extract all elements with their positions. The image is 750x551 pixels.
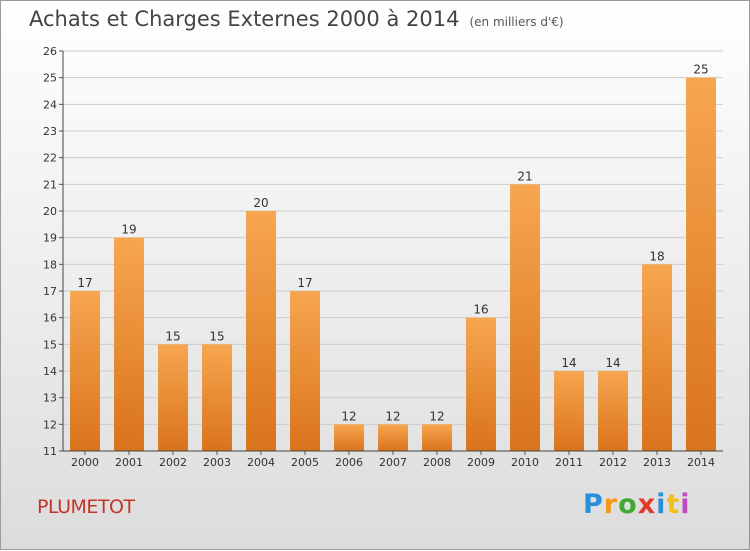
data-label-2013: 18 <box>649 249 664 263</box>
data-label-2011: 14 <box>561 356 576 370</box>
y-tick-label: 18 <box>43 258 57 271</box>
y-tick-label: 11 <box>43 445 57 458</box>
y-tick-label: 17 <box>43 285 57 298</box>
x-tick-label-2009: 2009 <box>467 456 495 469</box>
data-label-2004: 20 <box>253 196 268 210</box>
data-label-2014: 25 <box>693 63 708 77</box>
data-label-2006: 12 <box>341 409 356 423</box>
x-tick-label-2007: 2007 <box>379 456 407 469</box>
chart-title: Achats et Charges Externes 2000 à 2014 (e… <box>29 7 564 31</box>
y-tick-label: 16 <box>43 312 57 325</box>
data-label-2007: 12 <box>385 409 400 423</box>
y-tick-label: 23 <box>43 125 57 138</box>
logo-letter: o <box>618 489 638 520</box>
y-tick-label: 26 <box>43 45 57 58</box>
y-tick-label: 12 <box>43 418 57 431</box>
y-tick-label: 24 <box>43 98 57 111</box>
logo-letter: i <box>656 489 667 520</box>
x-tick-label-2012: 2012 <box>599 456 627 469</box>
bar-2003 <box>202 344 232 451</box>
place-name: PLUMETOT <box>37 496 135 518</box>
y-tick-label: 19 <box>43 232 57 245</box>
bar-2006 <box>334 424 364 451</box>
bar-2011 <box>554 371 584 451</box>
y-tick-label: 25 <box>43 72 57 85</box>
bars: 17 19 15 15 20 17 12 12 12 16 21 14 14 18 25 <box>70 63 716 452</box>
x-tick-label-2003: 2003 <box>203 456 231 469</box>
logo-letter: r <box>603 489 619 520</box>
bar-2002 <box>158 344 188 451</box>
data-label-2009: 16 <box>473 303 488 317</box>
bar-2009 <box>466 317 496 451</box>
proxiti-logo: Proxiti <box>583 489 691 520</box>
data-label-2005: 17 <box>297 276 312 290</box>
data-label-2003: 15 <box>209 329 224 343</box>
bar-2001 <box>114 237 144 451</box>
x-tick-label-2000: 2000 <box>71 456 99 469</box>
data-label-2012: 14 <box>605 356 620 370</box>
x-tick-label-2010: 2010 <box>511 456 539 469</box>
bar-2007 <box>378 424 408 451</box>
data-label-2008: 12 <box>429 409 444 423</box>
x-tick-label-2008: 2008 <box>423 456 451 469</box>
data-label-2000: 17 <box>77 276 92 290</box>
x-tick-label-2014: 2014 <box>687 456 715 469</box>
x-tick-label-2004: 2004 <box>247 456 275 469</box>
x-tick-label-2005: 2005 <box>291 456 319 469</box>
y-tick-label: 13 <box>43 392 57 405</box>
axes: 11 12 13 14 15 16 17 18 19 20 21 22 23 24 25 26 2000 2001… <box>43 45 723 469</box>
data-label-2001: 19 <box>121 223 136 237</box>
data-label-2002: 15 <box>165 329 180 343</box>
bar-2000 <box>70 291 100 451</box>
x-tick-label-2013: 2013 <box>643 456 671 469</box>
bar-2010 <box>510 184 540 452</box>
logo-letter: x <box>637 489 657 520</box>
x-tick-label-2002: 2002 <box>159 456 187 469</box>
chart-subtitle: (en milliers d'€) <box>469 15 564 29</box>
bar-2005 <box>290 291 320 451</box>
x-tick-label-2001: 2001 <box>115 456 143 469</box>
y-tick-label: 22 <box>43 152 57 165</box>
x-tick-label-2006: 2006 <box>335 456 363 469</box>
bar-2013 <box>642 264 672 451</box>
logo-letter: t <box>666 489 681 520</box>
bar-2012 <box>598 371 628 451</box>
x-tick-label-2011: 2011 <box>555 456 583 469</box>
y-tick-label: 20 <box>43 205 57 218</box>
y-tick-label: 15 <box>43 338 57 351</box>
bar-2014 <box>686 77 716 452</box>
logo-letter: P <box>583 489 604 520</box>
y-tick-label: 21 <box>43 178 57 191</box>
bar-2004 <box>246 211 276 451</box>
chart-title-text: Achats et Charges Externes 2000 à 2014 <box>29 7 460 31</box>
y-tick-label: 14 <box>43 365 57 378</box>
data-label-2010: 21 <box>517 169 532 183</box>
logo-letter: i <box>680 489 691 520</box>
bar-2008 <box>422 424 452 451</box>
